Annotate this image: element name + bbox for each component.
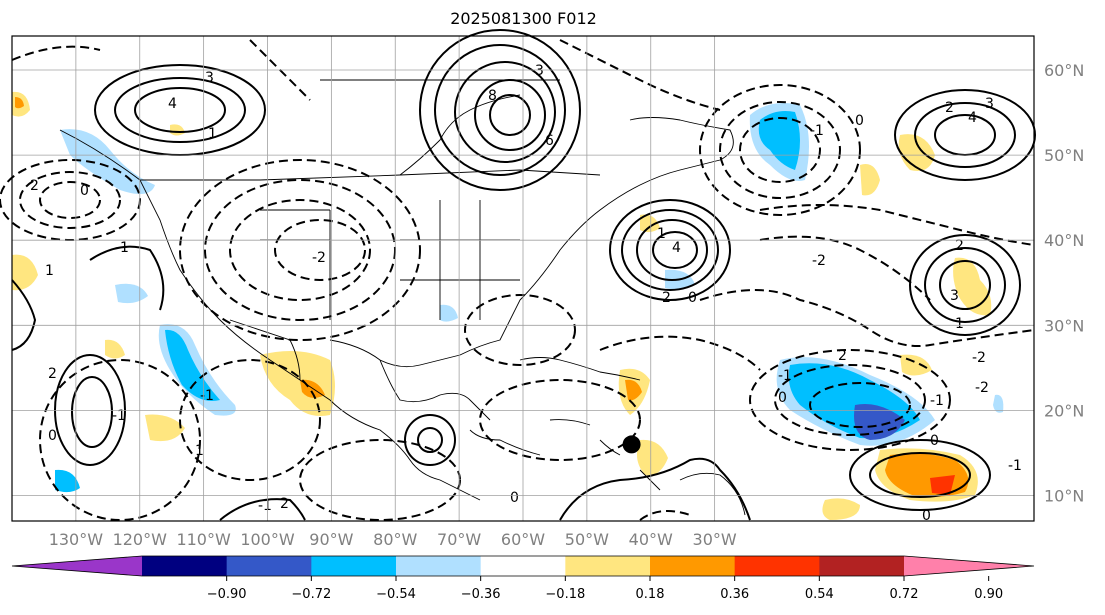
contour-label: 0	[778, 390, 787, 406]
contour-label: -2	[972, 350, 986, 366]
colorbar-tick-label: 0.18	[636, 587, 665, 602]
contour-label: 0	[510, 490, 519, 506]
colorbar-segment	[734, 556, 820, 576]
lon-tick-label: 130°W	[49, 530, 104, 549]
contour-label: 2	[662, 290, 671, 306]
colorbar-extend-high	[904, 556, 1034, 576]
contour-label: -1	[258, 498, 272, 514]
gridlines	[12, 36, 1034, 521]
contour-label: 3	[985, 96, 994, 112]
lon-tick-label: 60°W	[501, 530, 545, 549]
latitude-tick-labels: 10°N 20°N 30°N 40°N 50°N 60°N	[1044, 61, 1084, 505]
contour-labels: 3 4 1 2 0 -1 -2 3 8 6 4 1 0 2 -2 -1 0 2 …	[30, 63, 1022, 524]
contour-label: -1	[115, 240, 129, 256]
lat-tick-label: 30°N	[1044, 316, 1084, 335]
lon-tick-label: 40°W	[629, 530, 673, 549]
contour-label: -2	[975, 380, 989, 396]
colorbar-tick-label: −0.36	[461, 587, 501, 602]
colorbar-tick-label: 0.54	[805, 587, 834, 602]
colorbar-tick-label: −0.72	[291, 587, 331, 602]
lat-tick-label: 10°N	[1044, 486, 1084, 505]
colorbar-segment	[650, 556, 736, 576]
contour-label: 0	[922, 508, 931, 524]
contour-label: 0	[855, 113, 864, 129]
colorbar-tick-label: −0.18	[545, 587, 585, 602]
contour-label: 2	[280, 496, 289, 512]
shaded-anomalies	[12, 91, 1004, 520]
lon-tick-label: 80°W	[373, 530, 417, 549]
contour-label: 0	[80, 183, 89, 199]
colorbar-tick-label: −0.90	[207, 587, 247, 602]
colorbar-segment	[396, 556, 482, 576]
contour-label: 3	[950, 288, 959, 304]
contour-label: -1	[810, 123, 824, 139]
contour-label: 2	[955, 238, 964, 254]
contour-label: -1	[112, 408, 126, 424]
contour-label: -1	[778, 368, 792, 384]
map-plot-area: 3 4 1 2 0 -1 -2 3 8 6 4 1 0 2 -2 -1 0 2 …	[0, 29, 1036, 524]
contour-label: 6	[545, 133, 554, 149]
contour-label: 3	[205, 70, 214, 86]
colorbar-segment	[565, 556, 651, 576]
lat-tick-label: 20°N	[1044, 401, 1084, 420]
longitude-tick-labels: 130°W 120°W 110°W 100°W 90°W 80°W 70°W 60°W 50°W…	[49, 530, 737, 549]
storm-center-marker	[622, 435, 641, 454]
contour-label: -1	[1008, 458, 1022, 474]
colorbar-tick-label: 0.72	[890, 587, 919, 602]
lon-tick-label: 90°W	[309, 530, 353, 549]
colorbar-outline	[11, 555, 1035, 577]
contour-label: 1	[657, 226, 666, 242]
lon-tick-label: 110°W	[176, 530, 231, 549]
lon-tick-label: 30°W	[693, 530, 737, 549]
lat-tick-label: 40°N	[1044, 231, 1084, 250]
lat-tick-label: 60°N	[1044, 61, 1084, 80]
contour-label: 4	[672, 240, 681, 256]
colorbar-segment	[226, 556, 312, 576]
contour-label: 8	[488, 88, 497, 104]
lat-tick-label: 50°N	[1044, 146, 1084, 165]
contour-label: -2	[812, 253, 826, 269]
lon-tick-label: 100°W	[240, 530, 295, 549]
contour-label: 2	[838, 348, 847, 364]
contour-label: 1	[955, 316, 964, 332]
contour-label: 4	[168, 96, 177, 112]
contour-label: -1	[930, 393, 944, 409]
colorbar-segment	[819, 556, 905, 576]
lon-tick-label: 70°W	[437, 530, 481, 549]
contour-label: 2	[945, 100, 954, 116]
colorbar-tick-label: −0.54	[376, 587, 416, 602]
contour-label: 0	[48, 428, 57, 444]
colorbar-tick-label: 0.36	[720, 587, 749, 602]
contour-label: 2	[48, 366, 57, 382]
contour-label: -2	[312, 250, 326, 266]
map-title: 2025081300 F012	[450, 9, 597, 28]
colorbar-segment	[480, 556, 566, 576]
contour-label: 2	[30, 178, 39, 194]
colorbar-segment	[311, 556, 397, 576]
contours-solid	[11, 29, 1036, 521]
contour-label: 3	[535, 63, 544, 79]
lon-tick-label: 120°W	[113, 530, 168, 549]
colorbar-tick-label: 0.90	[974, 587, 1003, 602]
contour-label: 1	[208, 126, 217, 142]
colorbar-segment	[142, 556, 228, 576]
contour-label: 4	[968, 110, 977, 126]
contour-label: 1	[45, 263, 54, 279]
contour-label: 0	[688, 290, 697, 306]
contour-label: -1	[200, 388, 214, 404]
contour-label: 0	[930, 433, 939, 449]
contour-label: 1	[195, 443, 204, 459]
colorbar-extend-low	[12, 556, 142, 576]
map-frame	[11, 35, 1035, 522]
lon-tick-label: 50°W	[565, 530, 609, 549]
colorbar: −0.90 −0.72 −0.54 −0.36 −0.18 0.18 0.36 0.54 0.7…	[11, 555, 1035, 602]
